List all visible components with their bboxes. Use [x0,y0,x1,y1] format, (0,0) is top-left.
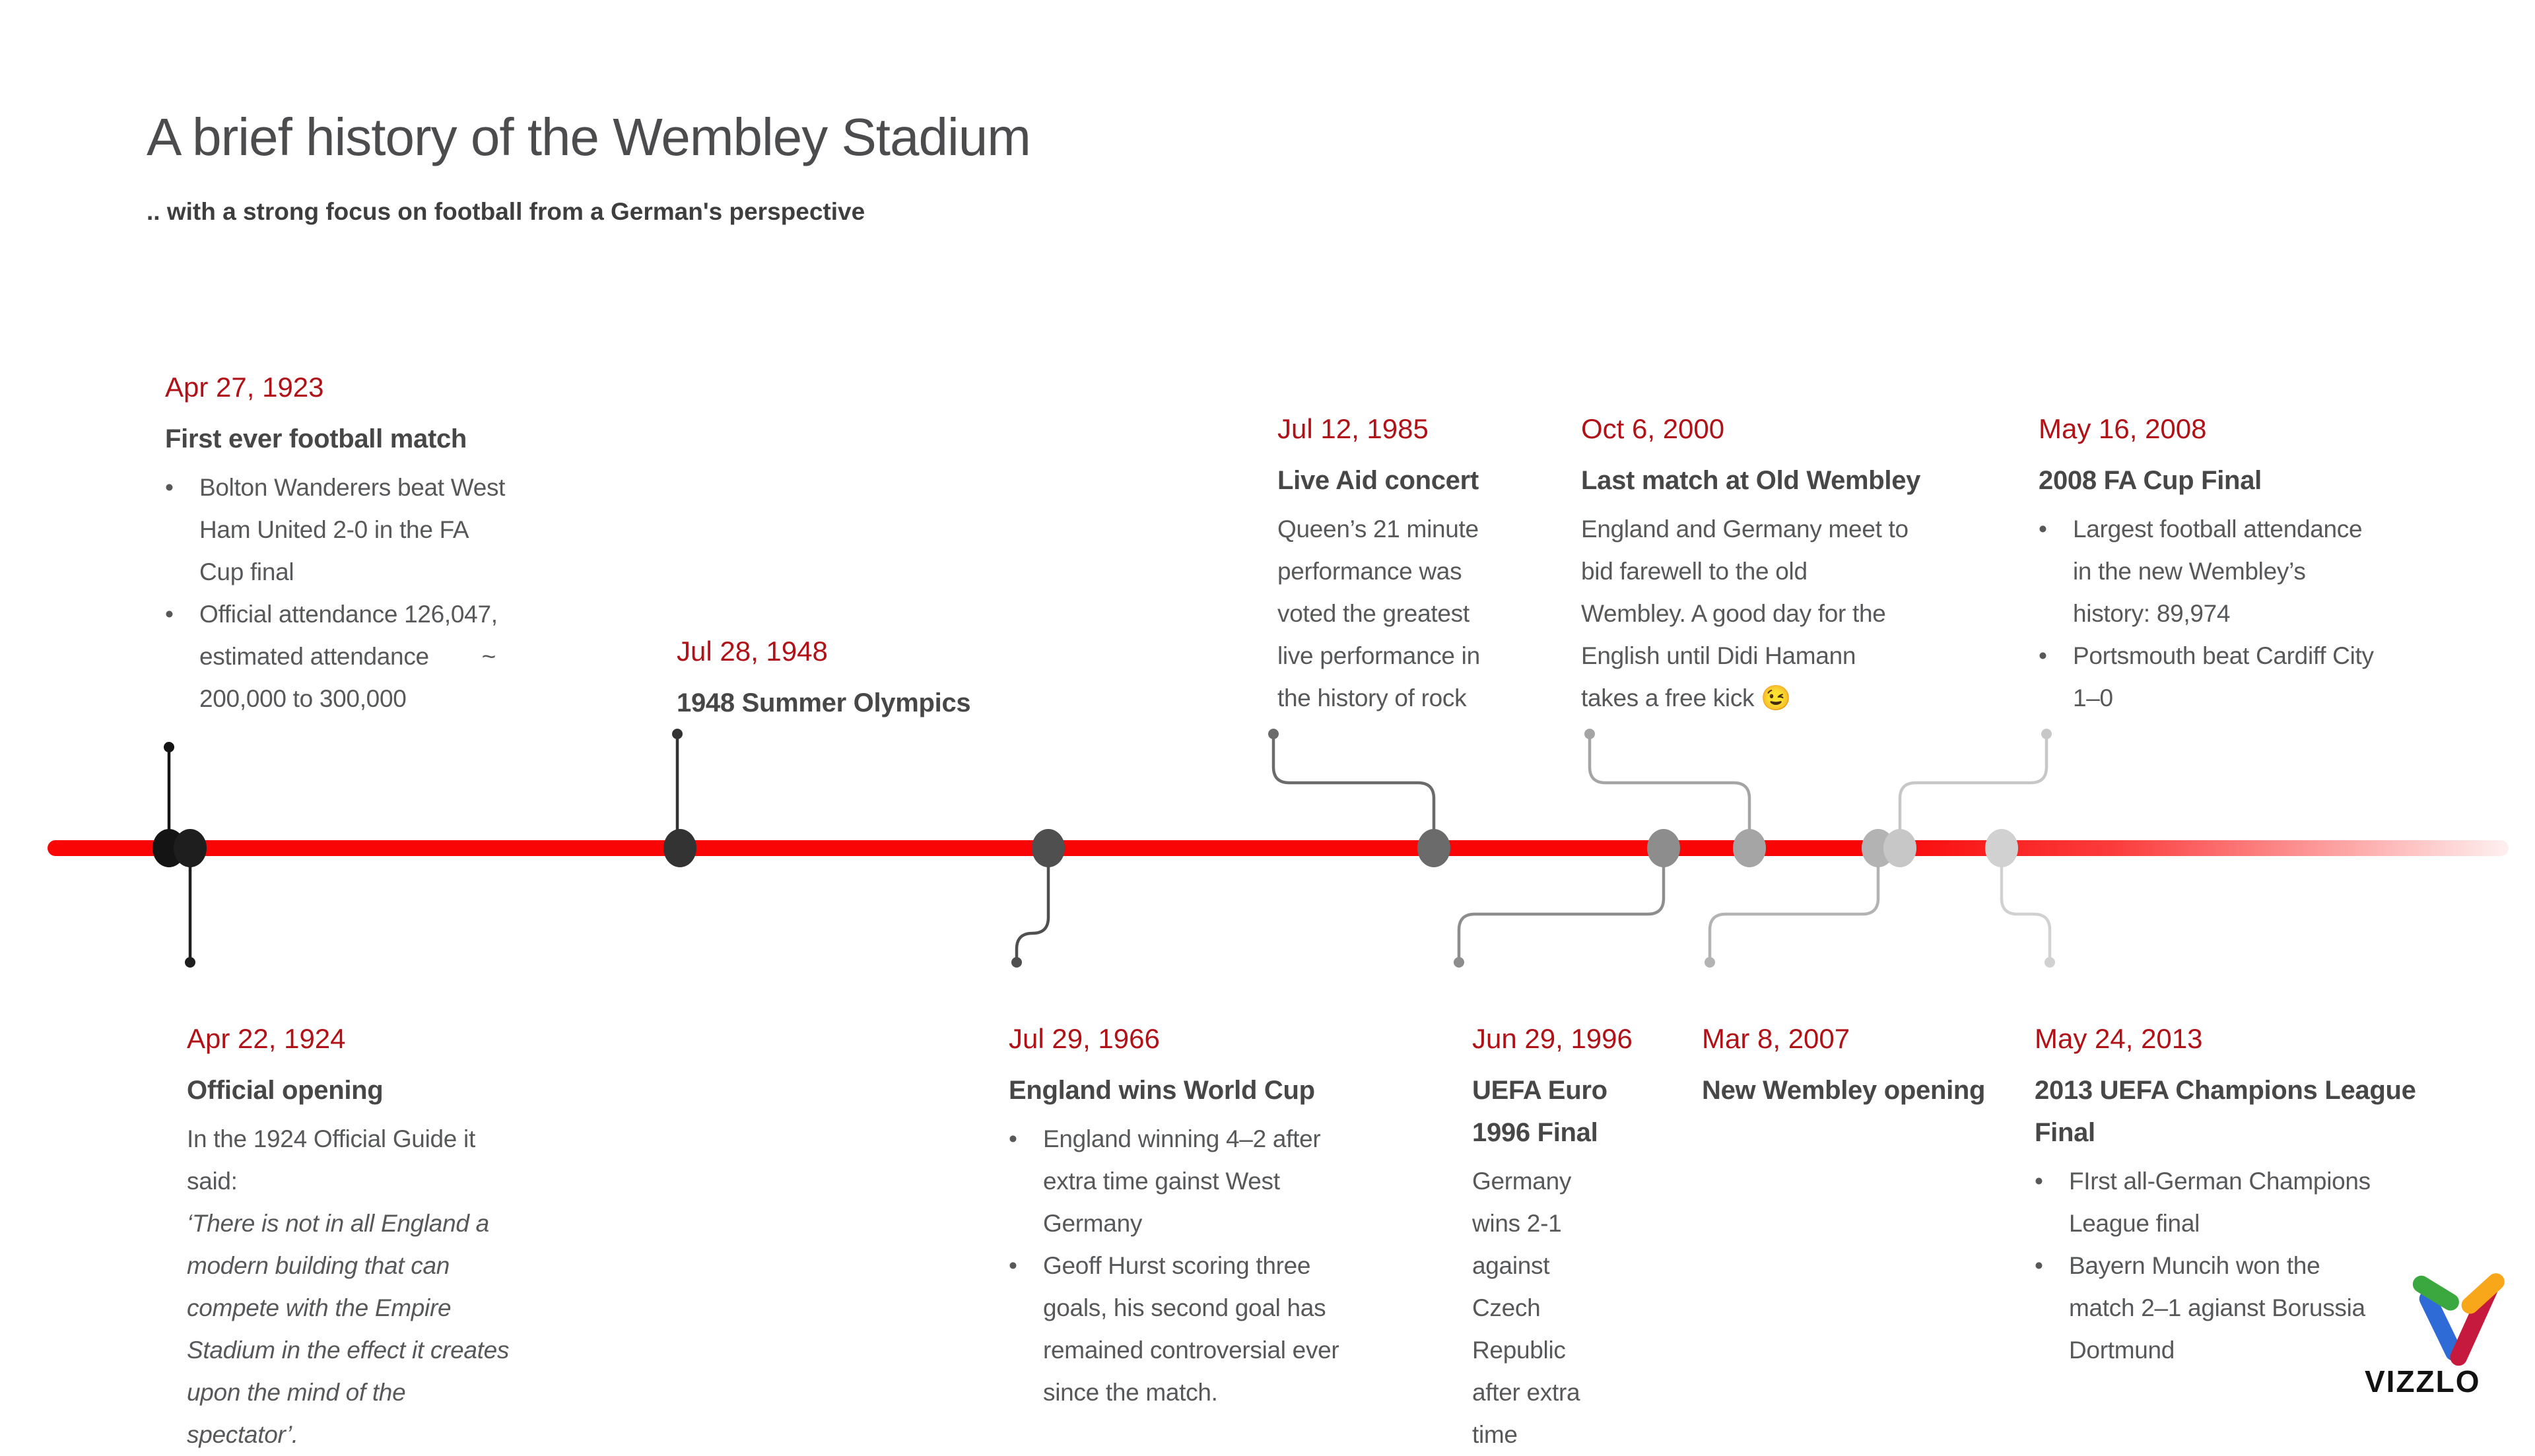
event-body: Germany wins 2-1 against Czech Republic … [1472,1168,1580,1448]
timeline-axis [48,840,2509,856]
event-dot [1417,829,1450,867]
connector-line [1271,737,1436,834]
connector-end-dot [1011,957,1022,968]
timeline-canvas: A brief history of the Wembley Stadium .… [48,108,2517,1448]
bullet-icon: • [2039,642,2047,669]
timeline-event-label: Apr 22, 1924 Official opening In the 1924 … [187,1018,675,1456]
timeline-event-label: Jul 28, 1948 1948 Summer Olympics [677,630,1086,731]
event-title: Official opening [187,1076,384,1105]
timeline-event-label: Mar 8, 2007 New Wembley opening [1702,1018,2111,1118]
event-date: Oct 6, 2000 [1581,413,1725,444]
bullet-text: Official attendance 126,047, estimated a… [199,601,498,712]
event-bullet: • Bolton Wanderers beat West Ham United 2… [165,467,640,593]
event-quote: ‘There is not in all England a modern bu… [187,1210,510,1448]
connector-line [2000,864,2052,959]
connector-line [1015,864,1050,959]
connector-end-dot [1268,729,1279,739]
connector-end-dot [1705,957,1715,968]
event-dot [1733,829,1766,867]
event-title: Last match at Old Wembley [1581,466,1921,495]
bullet-text: Largest football attendance in the new W… [2073,515,2363,627]
event-body: England and Germany meet to bid farewell… [1581,515,1909,711]
event-title: New Wembley opening [1702,1076,1986,1105]
event-title: England wins World Cup [1009,1076,1315,1105]
vizzlo-logo: VIZZLO [2365,1271,2517,1410]
timeline-event-label: Oct 6, 2000 Last match at Old Wembley Engl… [1581,408,2030,719]
connector-end-dot [1584,729,1595,739]
event-date: Mar 8, 2007 [1702,1023,1850,1054]
bullet-text: England winning 4–2 after extra time gai… [1043,1125,1321,1237]
bullet-text: Bolton Wanderers beat West Ham United 2-… [199,474,506,585]
event-date: May 16, 2008 [2039,413,2207,444]
event-date: Jul 12, 1985 [1277,413,1429,444]
vizzlo-v-icon [2412,1273,2505,1366]
connector-line [1708,864,1880,959]
event-date: Jun 29, 1996 [1472,1023,1633,1054]
timeline-event-label: Jul 29, 1966 England wins World Cup • Engla… [1009,1018,1471,1414]
connector-line [1898,737,2048,834]
bullet-icon: • [165,474,174,501]
connector-end-dot [185,957,195,968]
timeline-event-label: May 24, 2013 2013 UEFA Champions League F… [2035,1018,2517,1372]
event-body: In the 1924 Official Guide it said: [187,1125,475,1195]
event-title: 2008 FA Cup Final [2039,466,2262,495]
event-bullet: • Portsmouth beat Cardiff City 1–0 [2039,635,2514,719]
event-dot [1647,829,1680,867]
bullet-text: Portsmouth beat Cardiff City 1–0 [2073,642,2374,711]
event-date: Jul 29, 1966 [1009,1023,1160,1054]
event-bullet: • Official attendance 126,047, estimated … [165,593,640,720]
timeline-graphic [48,729,2509,968]
event-title: First ever football match [165,424,467,453]
event-date: May 24, 2013 [2035,1023,2203,1054]
bullet-icon: • [2035,1252,2043,1279]
connector-end-dot [164,742,174,752]
event-bullet: • Bayern Muncih won the match 2–1 agianst… [2035,1245,2517,1372]
bullet-text: Geoff Hurst scoring three goals, his sec… [1043,1252,1339,1406]
event-date: Apr 22, 1924 [187,1023,346,1054]
event-title: 1948 Summer Olympics [677,688,971,717]
page-subtitle: .. with a strong focus on football from … [147,198,865,225]
event-bullet: • Geoff Hurst scoring three goals, his se… [1009,1245,1471,1414]
event-dot [1883,829,1916,867]
event-date: Jul 28, 1948 [677,636,828,667]
page-title: A brief history of the Wembley Stadium [147,108,1031,166]
event-date: Apr 27, 1923 [165,372,324,403]
event-bullet: • FIrst all-German Champions League final [2035,1160,2517,1245]
event-title: UEFA Euro 1996 Final [1472,1076,1607,1147]
bullet-icon: • [1009,1252,1017,1279]
bullet-text: FIrst all-German Champions League final [2069,1168,2371,1237]
event-dot [663,829,696,867]
event-bullet: • England winning 4–2 after extra time ga… [1009,1118,1471,1245]
bullet-icon: • [1009,1125,1017,1152]
event-title: 2013 UEFA Champions League Final [2035,1076,2416,1147]
bullet-icon: • [165,601,174,628]
event-bullet: • Largest football attendance in the new … [2039,508,2514,635]
connector-line [1457,864,1666,959]
timeline-event-label: Apr 27, 1923 First ever football match • Bo… [165,366,640,720]
event-dot [1985,829,2018,867]
connector-end-dot [2045,957,2055,968]
event-dot [1032,829,1065,867]
timeline-event-label: Jun 29, 1996 UEFA Euro 1996 Final Germany … [1472,1018,1670,1456]
event-body: Queen’s 21 minute performance was voted … [1277,515,1480,711]
vizzlo-wordmark: VIZZLO [2365,1364,2481,1399]
connector-line [1588,737,1751,834]
bullet-text: Bayern Muncih won the match 2–1 agianst … [2069,1252,2365,1364]
bullet-icon: • [2035,1168,2043,1195]
connector-end-dot [2041,729,2052,739]
event-title: Live Aid concert [1277,466,1479,495]
timeline-event-label: Jul 12, 1985 Live Aid concert Queen’s 21 m… [1277,408,1568,719]
bullet-icon: • [2039,515,2047,543]
event-dot [174,829,207,867]
connector-end-dot [672,729,683,739]
timeline-event-label: May 16, 2008 2008 FA Cup Final • Largest fo… [2039,408,2514,719]
connector-end-dot [1454,957,1464,968]
